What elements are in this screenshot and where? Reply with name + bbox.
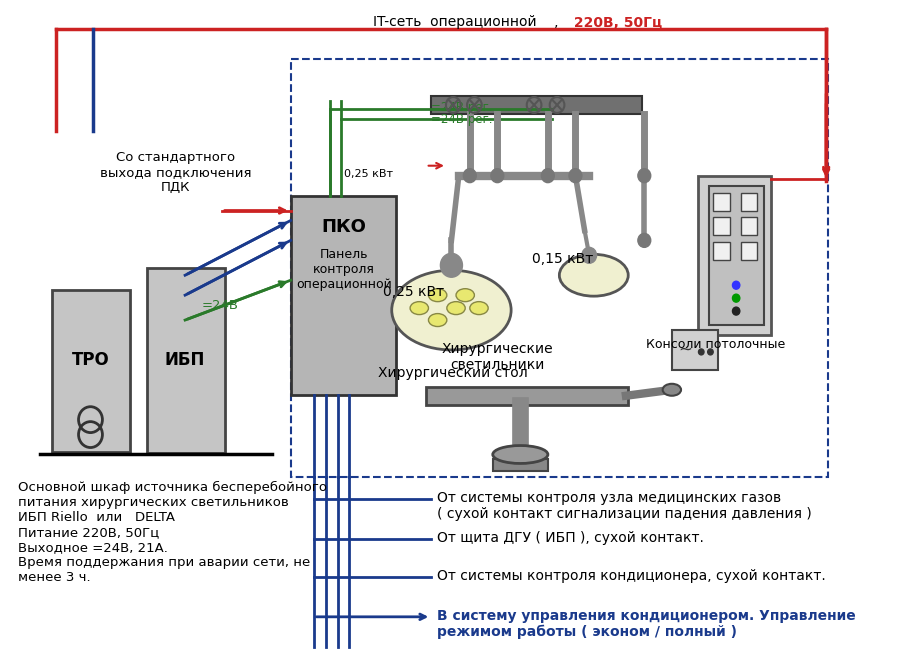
Bar [146, 268, 225, 452]
Text: IT-сеть  операционной    ,: IT-сеть операционной , [373, 15, 559, 29]
Circle shape [698, 349, 704, 355]
Text: ИБП: ИБП [165, 351, 205, 369]
Bar [52, 290, 130, 452]
Text: ~: ~ [679, 341, 693, 359]
Circle shape [732, 294, 740, 302]
Circle shape [707, 349, 713, 355]
Text: режимом работы ( эконом / полный ): режимом работы ( эконом / полный ) [437, 625, 737, 639]
Text: В систему управления кондиционером. Управление: В систему управления кондиционером. Упра… [437, 609, 856, 623]
Ellipse shape [663, 384, 681, 396]
Circle shape [732, 307, 740, 315]
Bar [697, 176, 771, 335]
Bar [426, 387, 628, 405]
Text: От системы контроля узла медицинских газов: От системы контроля узла медицинских газ… [437, 491, 781, 505]
Circle shape [638, 169, 651, 183]
Bar [713, 242, 729, 260]
Bar [740, 193, 757, 211]
Circle shape [732, 281, 740, 289]
Text: 0,25 кВт: 0,25 кВт [382, 285, 444, 299]
Ellipse shape [456, 289, 474, 302]
Circle shape [569, 169, 582, 183]
Text: ТРО: ТРО [72, 351, 110, 369]
Ellipse shape [428, 314, 447, 326]
Text: Консоли потолочные: Консоли потолочные [647, 338, 786, 351]
Ellipse shape [559, 254, 628, 296]
Text: Со стандартного
выхода подключения
ПДК: Со стандартного выхода подключения ПДК [100, 151, 251, 194]
Text: 0,25 кВт: 0,25 кВт [344, 169, 393, 179]
Circle shape [491, 169, 504, 183]
Ellipse shape [428, 289, 447, 302]
Text: ПКО: ПКО [321, 219, 367, 236]
Ellipse shape [493, 446, 548, 464]
Circle shape [440, 254, 462, 277]
Bar [713, 193, 729, 211]
Circle shape [542, 169, 554, 183]
Text: Панель
контроля
операционной: Панель контроля операционной [296, 248, 391, 292]
Bar [431, 96, 643, 114]
Bar [493, 460, 548, 472]
Bar [291, 59, 828, 478]
Text: 0,15 кВт: 0,15 кВт [532, 252, 593, 266]
Circle shape [582, 248, 597, 264]
Bar [708, 185, 764, 325]
Circle shape [638, 233, 651, 248]
Text: От щита ДГУ ( ИБП ), сухой контакт.: От щита ДГУ ( ИБП ), сухой контакт. [437, 531, 704, 545]
Ellipse shape [410, 302, 428, 314]
Text: Основной шкаф источника бесперебойного
питания хирургических светильников
ИБП Ri: Основной шкаф источника бесперебойного п… [17, 482, 327, 585]
Ellipse shape [391, 270, 511, 350]
Bar [291, 195, 396, 395]
Bar [671, 330, 717, 370]
Text: Хирургические
светильники: Хирургические светильники [441, 342, 554, 372]
Text: =24В рег.: =24В рег. [431, 113, 493, 126]
Ellipse shape [470, 302, 488, 314]
Bar [713, 217, 729, 235]
Text: 220В, 50Гц: 220В, 50Гц [569, 15, 662, 29]
Text: ( сухой контакт сигнализации падения давления ): ( сухой контакт сигнализации падения дав… [437, 507, 811, 521]
Text: От системы контроля кондиционера, сухой контакт.: От системы контроля кондиционера, сухой … [437, 569, 825, 583]
Text: Хирургический стол: Хирургический стол [379, 366, 528, 380]
Text: =24В: =24В [202, 299, 239, 312]
Text: =24В рег.: =24В рег. [431, 101, 493, 114]
Bar [740, 242, 757, 260]
Circle shape [463, 169, 476, 183]
Bar [740, 217, 757, 235]
Ellipse shape [447, 302, 465, 314]
